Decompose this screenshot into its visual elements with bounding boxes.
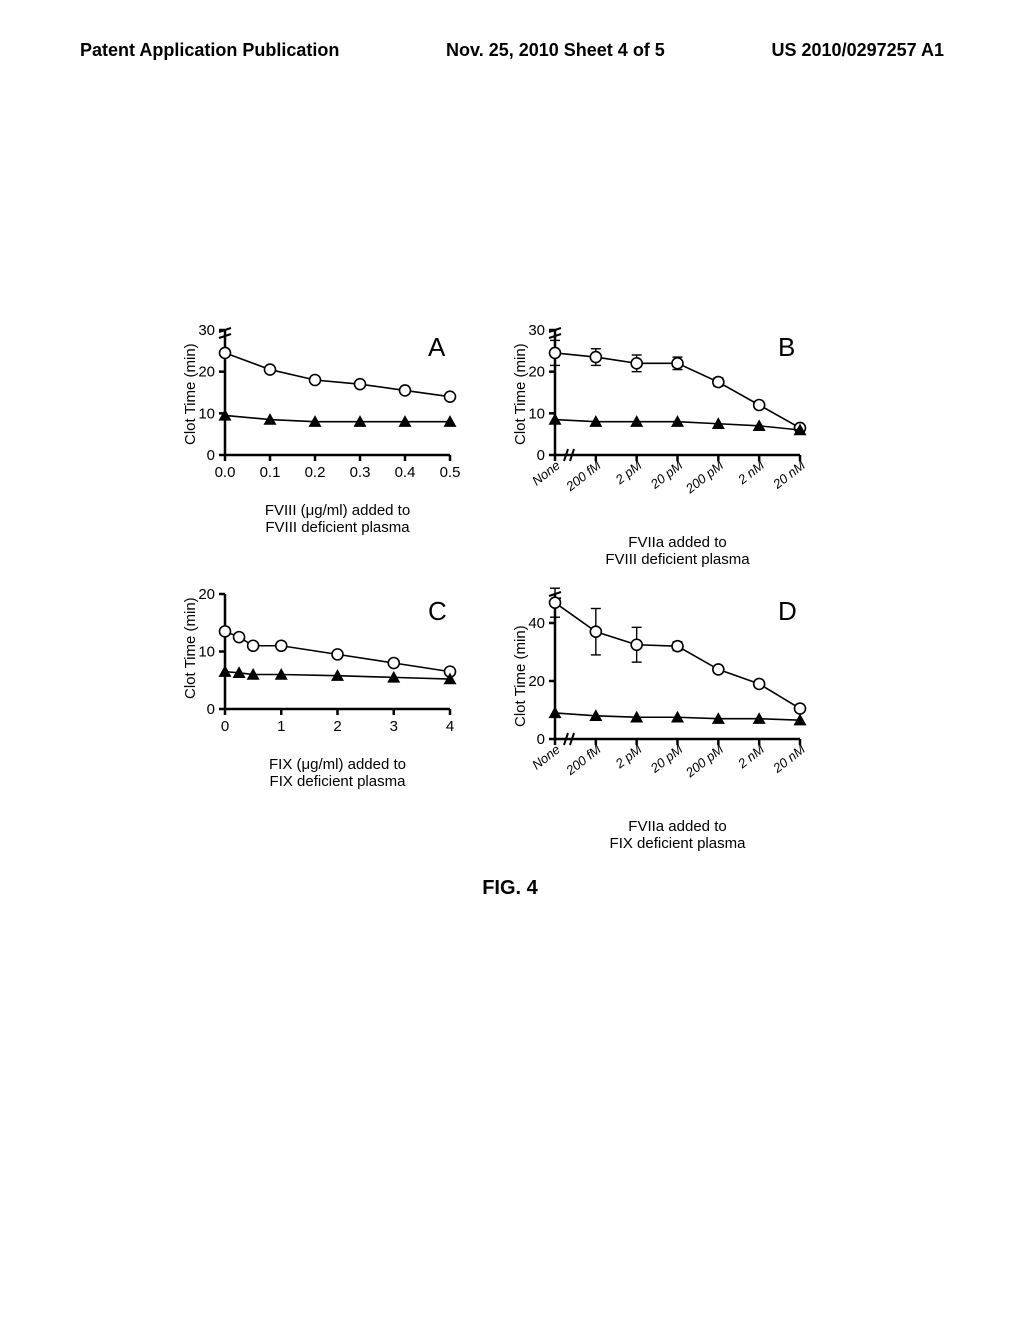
x-axis-label: FVIII (μg/ml) added toFVIII deficient pl… [225, 502, 450, 537]
svg-text:20 nM: 20 nM [769, 741, 808, 776]
panel-label: A [428, 332, 445, 363]
svg-text:0: 0 [221, 718, 229, 735]
panel-label: B [778, 332, 795, 363]
svg-text:4: 4 [446, 718, 454, 735]
panel-c: 0 10 20 0 1 2 3 4 C Clot Time (min) FIX (μg/ml) ad… [170, 579, 470, 853]
svg-text:0.4: 0.4 [395, 464, 416, 481]
svg-text:0.0: 0.0 [215, 464, 236, 481]
svg-text:2 pM: 2 pM [612, 741, 645, 771]
chart-svg: 0 10 20 0 1 2 3 4 [170, 579, 470, 754]
x-axis-label: FVIIa added toFVIII deficient plasma [555, 534, 800, 569]
x-axis-label: FIX (μg/ml) added toFIX deficient plasma [225, 756, 450, 791]
figure-caption: FIG. 4 [170, 877, 850, 900]
svg-text:None: None [529, 458, 563, 489]
chart-svg: 0 20 40 None200 fM 2 pM20 pM200 pM 2 nM20 nM [500, 579, 820, 784]
svg-text:2: 2 [333, 718, 341, 735]
svg-text:30: 30 [528, 322, 545, 339]
y-axis-label: Clot Time (min) [182, 598, 199, 700]
panel-a: 0 10 20 30 0.0 0.1 0.2 0.3 0.4 0.5 A Clot Time (min… [170, 310, 470, 569]
header-center: Nov. 25, 2010 Sheet 4 of 5 [446, 40, 665, 61]
svg-text:2 nM: 2 nM [734, 457, 767, 487]
svg-text:2 nM: 2 nM [734, 741, 767, 771]
svg-text:20: 20 [198, 586, 215, 603]
svg-text:0.3: 0.3 [350, 464, 371, 481]
svg-text:0: 0 [207, 447, 215, 464]
x-axis-label: FVIIa added toFIX deficient plasma [555, 818, 800, 853]
svg-text:10: 10 [528, 405, 545, 422]
svg-text:200 fM: 200 fM [562, 457, 603, 494]
figure-row-2: 0 10 20 0 1 2 3 4 C Clot Time (min) FIX (μg/ml) ad… [170, 579, 850, 853]
header-left: Patent Application Publication [80, 40, 339, 61]
svg-text:0.2: 0.2 [305, 464, 326, 481]
y-axis-label: Clot Time (min) [512, 625, 529, 727]
svg-text:None: None [529, 741, 563, 772]
y-axis-label: Clot Time (min) [512, 343, 529, 445]
page-header: Patent Application Publication Nov. 25, … [0, 0, 1024, 61]
figure-4: 01020300.00.10.20.30.40.5AClot Time (min… [170, 310, 850, 900]
svg-text:2 pM: 2 pM [612, 457, 645, 487]
panel-label: D [778, 596, 797, 627]
svg-text:20: 20 [528, 673, 545, 690]
svg-text:20 nM: 20 nM [769, 457, 808, 492]
svg-text:1: 1 [277, 718, 285, 735]
y-axis-label: Clot Time (min) [182, 343, 199, 445]
svg-text:20 pM: 20 pM [647, 741, 686, 776]
svg-text:0: 0 [537, 731, 545, 748]
figure-row-1: 0 10 20 30 0.0 0.1 0.2 0.3 0.4 0.5 A Clot Time (min… [170, 310, 850, 569]
svg-text:0.1: 0.1 [260, 464, 281, 481]
svg-text:20 pM: 20 pM [647, 457, 686, 492]
svg-text:3: 3 [390, 718, 398, 735]
chart-svg: 0 10 20 30 0.0 0.1 0.2 0.3 0.4 0.5 [170, 310, 470, 500]
header-right: US 2010/0297257 A1 [772, 40, 944, 61]
panel-b: 0 10 20 30 None200 fM 2 pM20 pM200 pM 2 nM20 n… [500, 310, 820, 569]
panel-d: 0 20 40 None200 fM 2 pM20 pM200 pM 2 nM20 nM D… [500, 579, 820, 853]
svg-text:0: 0 [537, 447, 545, 464]
svg-text:10: 10 [198, 643, 215, 660]
svg-text:0: 0 [207, 701, 215, 718]
svg-text:40: 40 [528, 615, 545, 632]
chart-svg: 0 10 20 30 None200 fM 2 pM20 pM200 pM 2 nM20 n… [500, 310, 820, 500]
svg-text:200 pM: 200 pM [682, 741, 726, 780]
svg-text:10: 10 [198, 405, 215, 422]
svg-text:20: 20 [528, 364, 545, 381]
svg-text:20: 20 [198, 364, 215, 381]
svg-text:200 fM: 200 fM [562, 741, 603, 778]
svg-text:30: 30 [198, 322, 215, 339]
svg-text:0.5: 0.5 [440, 464, 461, 481]
svg-text:200 pM: 200 pM [682, 457, 726, 496]
panel-label: C [428, 596, 447, 627]
